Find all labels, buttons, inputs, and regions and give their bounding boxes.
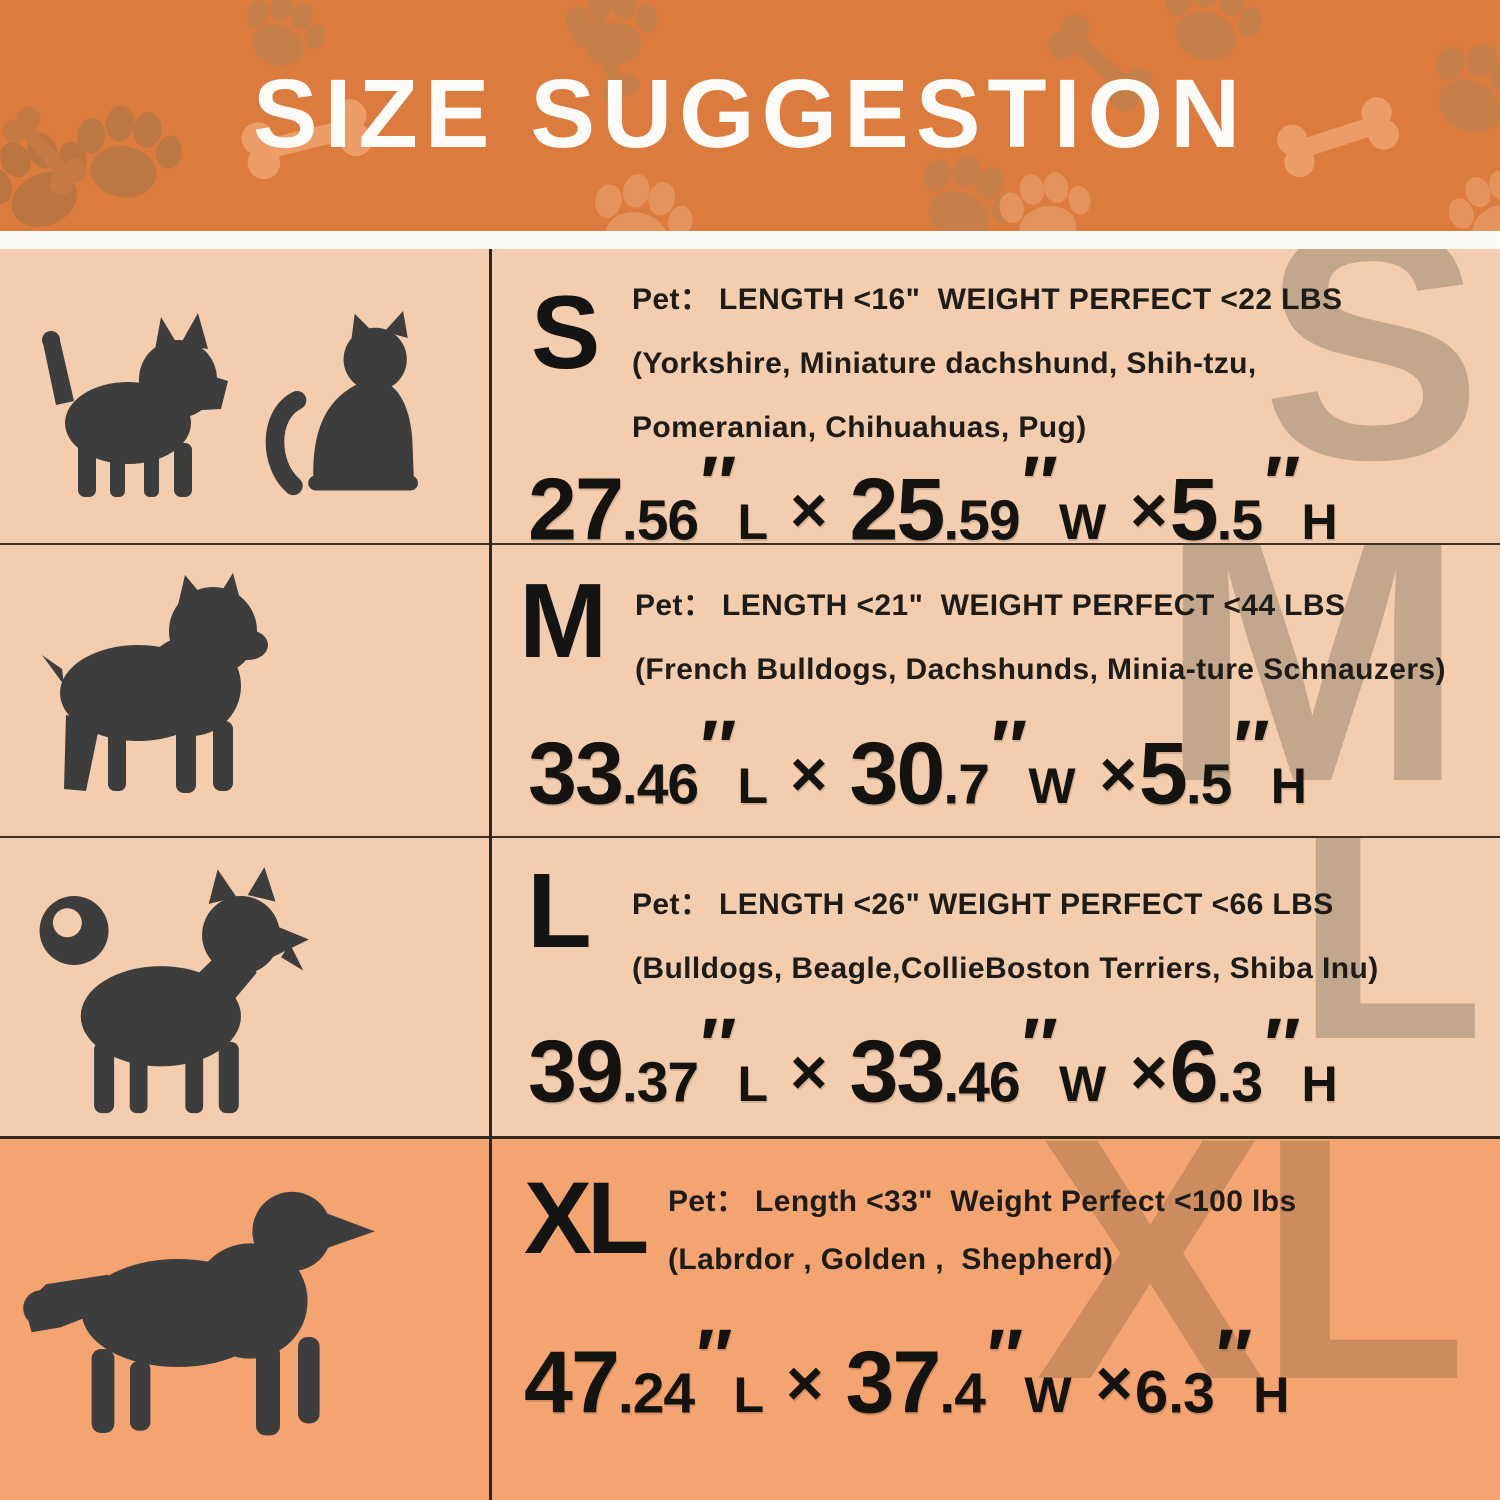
paw-print-icon: [999, 172, 1091, 231]
inch-mark: ″: [1021, 441, 1058, 526]
width-value: 30: [849, 723, 945, 823]
watermark-letter-l: L: [1295, 836, 1485, 1104]
multiply-sign: ×: [1130, 473, 1168, 543]
height-value: 6: [1134, 1358, 1169, 1426]
size-label: S: [531, 275, 601, 391]
pet-fit-text: Pet： Length <33" Weight Perfect <100 lbs: [668, 1185, 1297, 1218]
paw-print-icon: [76, 105, 182, 198]
inch-mark: ″: [986, 1314, 1023, 1399]
inch-mark: ″: [1215, 1314, 1252, 1399]
inch-mark: ″: [1233, 705, 1269, 790]
watermark-letter-m: M: [1158, 543, 1467, 838]
page-title: SIZE SUGGESTION: [252, 59, 1248, 168]
multiply-sign: ×: [786, 1346, 824, 1419]
paw-print-icon: [1435, 43, 1500, 133]
inch-mark: ″: [1021, 1003, 1058, 1088]
length-value: 27: [528, 459, 624, 543]
size-label: XL: [524, 1161, 649, 1275]
size-row-xl: XL XL Pet： Length <33" Weight Perfect <1…: [0, 1136, 1500, 1500]
multiply-sign: ×: [1130, 1035, 1168, 1108]
terrier-dog-silhouette: [42, 313, 228, 497]
bed-dimensions: 47.24″ L × 37.4″ W ×6.3″ H: [524, 1314, 1290, 1432]
french-bulldog-silhouette: [42, 573, 268, 793]
paw-print-icon: [595, 174, 693, 231]
cat-silhouette: [265, 311, 418, 496]
inch-mark: ″: [696, 1314, 732, 1399]
bone-icon: [1277, 97, 1399, 178]
inch-mark: ″: [700, 705, 736, 790]
golden-retriever-silhouette: [23, 1191, 375, 1436]
height-value: 6: [1169, 1021, 1219, 1121]
pet-fit-text: Pet： LENGTH <26" WEIGHT PERFECT <66 LBS: [632, 888, 1334, 921]
breed-list-line1: (French Bulldogs, Dachshunds, Minia-ture…: [635, 653, 1446, 686]
watermark-letters-xl: XL: [1035, 1136, 1468, 1452]
multiply-sign: ×: [790, 1035, 828, 1108]
bed-dimensions: 27.56″ L × 25.59″ W ×5.5″ H: [528, 446, 1338, 544]
pet-fit-text: Pet： LENGTH <16" WEIGHT PERFECT <22 LBS: [632, 283, 1343, 316]
bone-icon: [2, 106, 88, 195]
inch-mark: ″: [1264, 441, 1300, 526]
length-value: 33: [528, 723, 624, 823]
bed-dimensions: 33.46″ L × 30.7″ W ×5.5″ H: [528, 705, 1307, 823]
breed-list-line2: Pomeranian, Chihuahuas, Pug): [632, 411, 1087, 444]
breed-list-line1: (Yorkshire, Miniature dachshund, Shih-tz…: [632, 347, 1257, 380]
header-divider-band: [0, 231, 1500, 249]
bone-icon: [1047, 14, 1153, 112]
paw-print-icon: [1448, 170, 1500, 231]
bone-icon: [572, 18, 640, 104]
width-value: 25: [849, 459, 945, 543]
length-value: 39: [528, 1021, 624, 1121]
multiply-sign: ×: [790, 473, 828, 543]
inch-mark: ″: [1264, 1003, 1300, 1088]
size-row-m: M M Pet： LENGTH <21" WEIGHT PERFECT <44 …: [0, 543, 1500, 838]
breed-list-line1: (Labrdor , Golden , Shepherd): [668, 1243, 1114, 1276]
header-banner: SIZE SUGGESTION: [0, 0, 1500, 231]
size-row-l: L L Pet： LENGTH <26" WEIGHT PERFECT <66 …: [0, 836, 1500, 1138]
bed-dimensions: 39.37″ L × 33.46″ W ×6.3″ H: [528, 1003, 1338, 1121]
bone-icon: [241, 99, 373, 180]
breed-list-line1: (Bulldogs, Beagle,CollieBoston Terriers,…: [632, 952, 1379, 985]
size-label: M: [519, 562, 608, 680]
height-value: 5: [1169, 459, 1219, 543]
multiply-sign: ×: [790, 737, 828, 810]
multiply-sign: ×: [1095, 1346, 1133, 1419]
inch-mark: ″: [700, 441, 736, 526]
size-row-s: S S Pet： LENGTH <16" WEIGHT PERFECT <22 …: [0, 249, 1500, 543]
watermark-letter-s: S: [1262, 249, 1483, 528]
shiba-inu-silhouette: [39, 867, 309, 1114]
length-value: 47: [524, 1332, 620, 1432]
size-label: L: [527, 852, 592, 970]
inch-mark: ″: [990, 705, 1027, 790]
height-value: 5: [1138, 723, 1188, 823]
paw-print-icon: [246, 0, 326, 66]
column-divider: [489, 249, 492, 1500]
width-value: 33: [849, 1021, 945, 1121]
width-value: 37: [845, 1332, 941, 1432]
inch-mark: ″: [700, 1003, 736, 1088]
pet-fit-text: Pet： LENGTH <21" WEIGHT PERFECT <44 LBS: [635, 589, 1346, 622]
multiply-sign: ×: [1099, 737, 1137, 810]
paw-print-icon: [1165, 0, 1263, 61]
